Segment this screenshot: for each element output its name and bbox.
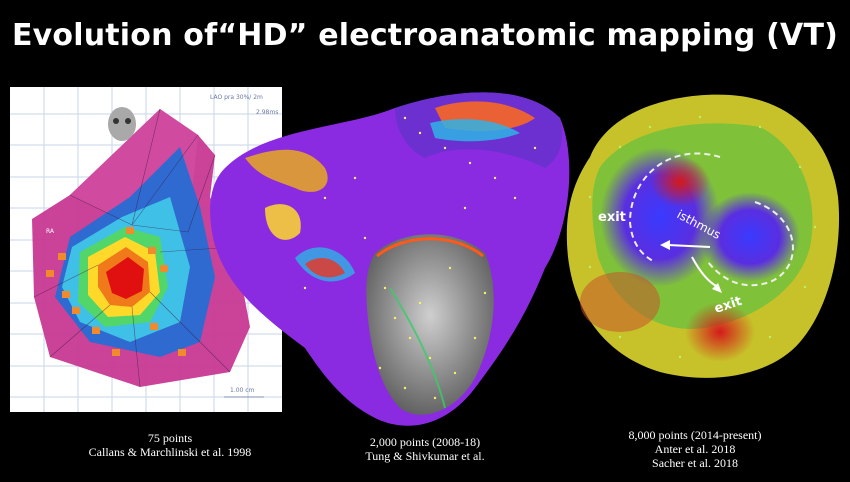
caption-line: Anter et al. 2018 (654, 442, 736, 456)
map1-scale-bar-label: 1.00 cm (230, 387, 255, 394)
electroanatomic-map-2014: exit isthmus exit (566, 94, 840, 378)
electroanatomic-map-2008 (210, 92, 570, 426)
slide-title: Evolution of“HD” electroanatomic mapping… (11, 18, 839, 53)
map1-view-label: LAO pra 30%/ 2m (210, 94, 263, 101)
exit-left-label: exit (598, 210, 626, 225)
map1-chamber-label: RA (46, 228, 55, 235)
caption-line: Callans & Marchlinski et al. 1998 (88, 445, 252, 459)
caption-line: 8,000 points (2014-present) (628, 428, 762, 442)
map1-scale-top: 2.98ms (256, 109, 278, 116)
caption-map-2014: 8,000 points (2014-present) Anter et al.… (590, 428, 800, 470)
caption-map-2008: 2,000 points (2008-18) Tung & Shivkumar … (330, 435, 520, 463)
caption-line: Tung & Shivkumar et al. (365, 449, 485, 463)
caption-line: 2,000 points (2008-18) (369, 435, 481, 449)
electroanatomic-map-1998: LAO pra 30%/ 2m 2.98ms RA 1.00 cm (10, 87, 282, 412)
caption-line: 75 points (147, 431, 193, 445)
caption-line: Sacher et al. 2018 (652, 456, 738, 470)
caption-map-1998: 75 points Callans & Marchlinski et al. 1… (60, 431, 280, 459)
